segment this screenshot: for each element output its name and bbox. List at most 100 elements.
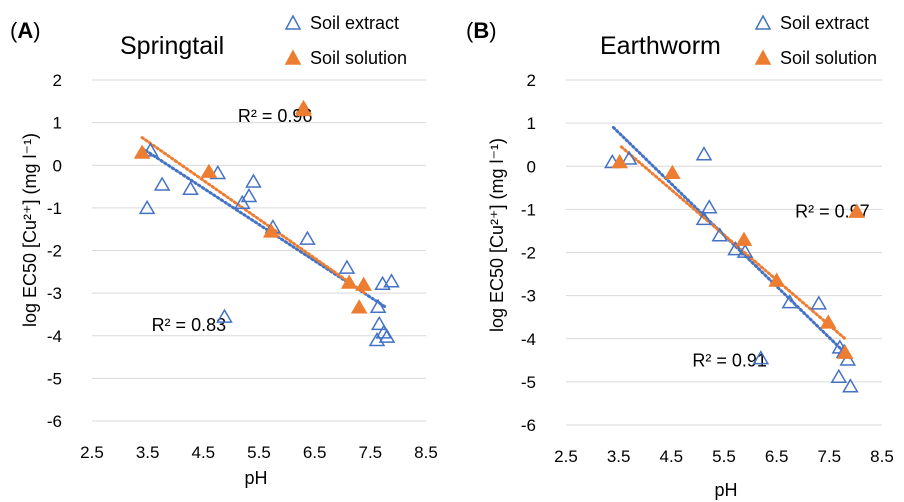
- panel-a-point-extract: [233, 194, 251, 210]
- panel-a-gridlines: [92, 79, 426, 422]
- panel-a-point-extract: [142, 142, 159, 157]
- panel-a-r2-label: R² = 0.96: [238, 106, 313, 126]
- panel-a-y-tick-label: 0: [53, 156, 62, 175]
- panel-a-title: Springtail: [120, 32, 224, 60]
- panel-b-point-solution: [735, 231, 753, 246]
- panel-b-legend-label-extract: Soil extract: [780, 13, 869, 33]
- panel-a-point-extract: [368, 332, 386, 347]
- panel-a-x-tick-label: 5.5: [247, 443, 271, 462]
- panel-b-x-tick-label: 7.5: [818, 447, 842, 466]
- panel-a-r2-label: R² = 0.83: [152, 315, 227, 335]
- panel-b-legend: Soil extract Soil solution: [754, 13, 877, 68]
- panel-b-point-extract: [695, 210, 713, 226]
- panel-a-point-extract: [153, 176, 171, 191]
- panel-b-y-tick-label: 0: [527, 157, 536, 176]
- panel-b-y-tick-label: 1: [527, 114, 536, 133]
- panel-a-y-tick-label: -5: [47, 369, 62, 388]
- panel-b-legend-marker-extract: [754, 14, 772, 30]
- panel-a-point-extract: [369, 298, 387, 314]
- panel-b-point-extract: [830, 368, 848, 383]
- panel-a-y-tick-label: -3: [47, 284, 62, 303]
- panel-a-x-axis-label: pH: [244, 468, 267, 488]
- panel-b: (B) Earthworm Soil extract Soil solution…: [466, 13, 894, 500]
- panel-b-x-tick-label: 3.5: [607, 447, 631, 466]
- panel-a: (A) Springtail Soil extract Soil solutio…: [10, 13, 438, 488]
- panel-a-x-tick-label: 4.5: [192, 443, 216, 462]
- panel-a-point-extract: [182, 180, 199, 195]
- panel-a-point-solution: [355, 276, 372, 291]
- panel-b-point-extract: [781, 294, 799, 309]
- panel-b-x-tick-label: 8.5: [870, 447, 894, 466]
- panel-b-point-extract: [727, 241, 744, 256]
- panel-a-legend-label-solution: Soil solution: [310, 48, 407, 68]
- panel-a-r2-marker: [295, 101, 312, 117]
- panel-b-y-axis-label: log EC50 [Cu²⁺] (mg l⁻¹): [487, 138, 507, 332]
- panel-b-x-tick-label: 2.5: [554, 447, 578, 466]
- panel-a-label: (A): [10, 18, 41, 43]
- panel-a-point-extract: [138, 199, 156, 215]
- panel-b-trendlines: [611, 125, 852, 360]
- panel-b-point-extract: [711, 227, 729, 242]
- panel-a-point-solution: [340, 274, 358, 289]
- panel-b-x-tick-labels: 2.5 3.5 4.5 5.5 6.5 7.5 8.5: [554, 447, 894, 466]
- panel-a-y-tick-label: 1: [53, 114, 62, 133]
- panel-b-y-tick-label: -5: [521, 373, 536, 392]
- panel-a-trendline-solution: [140, 136, 367, 295]
- panel-a-y-tick-label: -1: [47, 199, 62, 218]
- panel-a-point-solution: [262, 223, 280, 238]
- panel-b-point-solution: [836, 344, 854, 359]
- panel-a-x-tick-label: 2.5: [80, 443, 104, 462]
- panel-b-y-tick-labels: -6 -5 -4 -3 -2 -1 0 1 2: [521, 71, 536, 435]
- panel-a-point-solution: [200, 163, 218, 178]
- panel-a-point-extract: [240, 187, 258, 203]
- panel-a-x-tick-label: 6.5: [303, 443, 327, 462]
- panel-b-point-extract: [839, 351, 857, 366]
- panel-a-point-extract: [338, 259, 356, 274]
- panel-a-x-tick-label: 3.5: [136, 443, 160, 462]
- panel-a-r2-marker: [216, 308, 233, 323]
- panel-b-point-extract: [842, 378, 859, 393]
- panel-b-y-tick-label: -4: [521, 330, 536, 349]
- panel-b-x-tick-label: 4.5: [660, 447, 684, 466]
- panel-b-r2-marker: [752, 350, 770, 365]
- panel-b-y-tick-label: -6: [521, 416, 536, 435]
- panel-a-point-solution: [350, 299, 368, 314]
- panel-a-x-tick-labels: 2.5 3.5 4.5 5.5 6.5 7.5 8.5: [80, 443, 438, 462]
- panel-b-y-tick-label: -1: [521, 200, 536, 219]
- panel-a-point-extract: [245, 173, 262, 188]
- panel-a-legend: Soil extract Soil solution: [284, 13, 407, 68]
- panel-a-legend-label-extract: Soil extract: [310, 13, 399, 33]
- panel-b-y-tick-label: -2: [521, 244, 536, 263]
- panel-b-y-tick-label: 2: [527, 71, 536, 90]
- panel-b-legend-marker-solution: [754, 49, 772, 65]
- panel-a-point-extract: [370, 315, 388, 331]
- panel-a-legend-marker-extract: [284, 14, 302, 30]
- panel-b-point-solution: [664, 164, 681, 179]
- panel-a-point-extract: [374, 275, 391, 291]
- panel-a-annotations: R² = 0.96 R² = 0.83: [152, 101, 313, 335]
- panel-a-y-tick-label: -4: [47, 327, 62, 346]
- panel-b-point-extract: [700, 199, 718, 214]
- panel-b-legend-label-solution: Soil solution: [780, 48, 877, 68]
- panel-b-point-extract: [695, 146, 713, 161]
- panel-a-legend-marker-solution: [284, 49, 302, 65]
- panel-a-y-tick-label: -2: [47, 242, 62, 261]
- panel-b-point-solution: [611, 153, 629, 169]
- panel-a-point-extract: [383, 273, 400, 288]
- panel-a-point-extract: [378, 328, 396, 343]
- panel-b-point-extract: [736, 243, 754, 258]
- panel-a-y-axis-label: log EC50 [Cu²⁺] (mg l⁻¹): [20, 133, 40, 327]
- panel-b-r2-label: R² = 0.91: [692, 350, 767, 370]
- panel-b-x-tick-label: 5.5: [712, 447, 736, 466]
- panel-a-point-extract: [209, 164, 227, 180]
- panel-a-points: [133, 99, 400, 347]
- panel-b-x-tick-label: 6.5: [765, 447, 789, 466]
- panel-a-y-tick-labels: -6 -5 -4 -3 -2 -1 0 1 2: [47, 71, 62, 431]
- panel-b-title: Earthworm: [600, 32, 721, 60]
- panel-a-x-tick-label: 8.5: [414, 443, 438, 462]
- panel-b-r2-marker: [848, 203, 866, 218]
- panel-b-trendline-solution: [619, 145, 847, 341]
- panel-b-x-axis-label: pH: [714, 480, 737, 500]
